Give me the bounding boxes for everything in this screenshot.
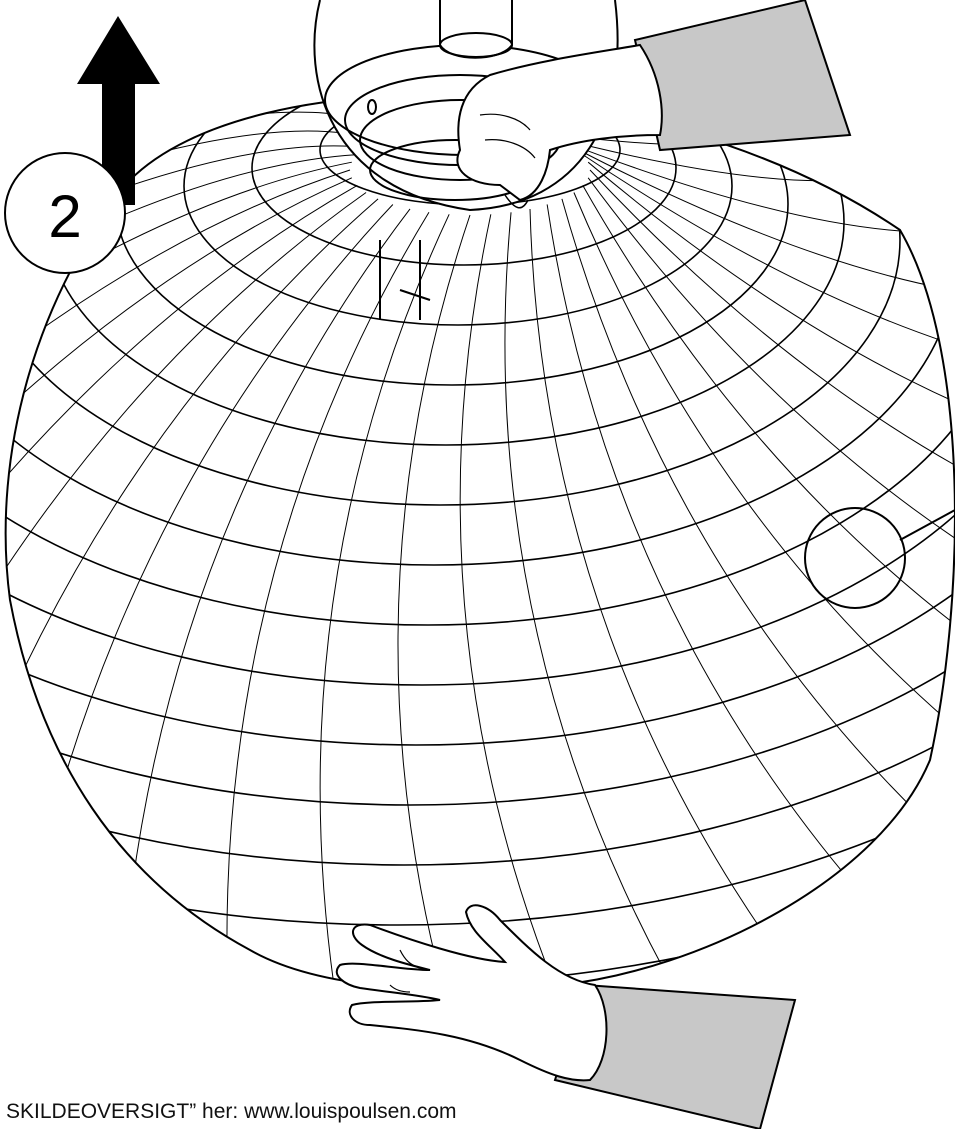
step-number: 2 <box>48 183 81 250</box>
pendant-sphere <box>4 94 955 991</box>
hand-icon-lower <box>335 904 797 1129</box>
caption-text: SKILDEOVERSIGT” her: www.louispoulsen.co… <box>6 1100 457 1123</box>
detail-callout-circle <box>804 507 955 609</box>
up-arrow-icon <box>77 16 160 205</box>
step-number-circle: 2 <box>4 152 126 274</box>
hand-icon-upper <box>456 0 852 209</box>
